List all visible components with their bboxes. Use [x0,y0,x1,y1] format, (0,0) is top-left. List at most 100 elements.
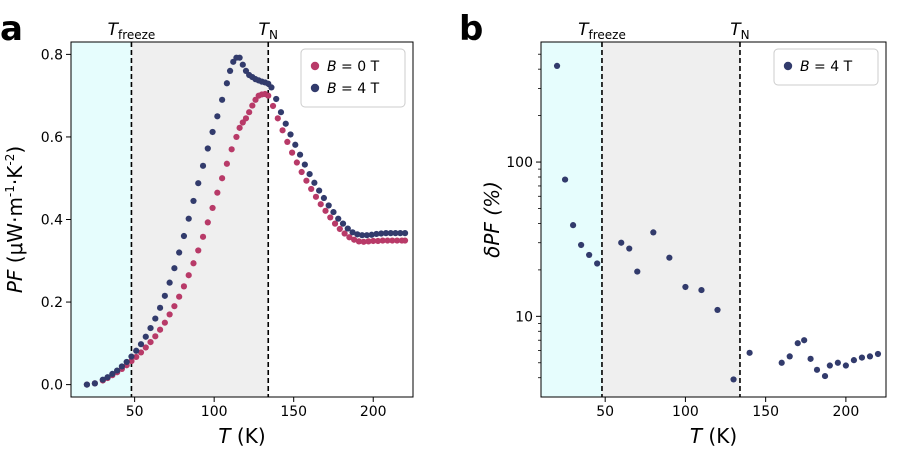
data-point-s0-29 [228,146,235,153]
data-point-s1-69 [397,230,404,237]
data-point-s1-33 [239,61,246,68]
x-axis-label-var: T [690,424,704,448]
data-point-s0-62 [370,237,377,245]
panel-letter-a: a [0,9,23,49]
data-point-s0-10 [137,349,145,356]
data-point-s0-15 [161,319,168,326]
data-point-s0-22 [821,372,829,380]
data-point-s0-54 [331,220,339,227]
x-axis-label: T (K) [218,424,265,448]
legend-label-1: B = 4 T [327,81,380,97]
data-point-s1-12 [147,324,154,332]
data-point-s1-58 [344,225,351,232]
legend-label-0: B = 0 T [327,59,380,75]
data-point-s0-59 [355,238,363,245]
data-point-s1-26 [214,113,221,120]
vline-label-main-0: T [578,20,590,40]
data-point-s0-12 [147,338,154,346]
vline-label-main-1: T [730,20,742,40]
data-point-s1-22 [195,180,202,187]
data-point-s1-25 [209,128,216,136]
y-tick-label-3: 0.6 [41,130,63,146]
data-point-s0-24 [204,219,211,226]
legend-label-0: B = 4 T [800,59,853,75]
data-point-s1-53 [320,194,328,202]
data-point-s1-16 [166,279,173,286]
legend-label-rest-0: = 0 T [337,59,380,75]
data-point-s0-14 [156,326,164,333]
data-point-s1-11 [142,333,149,340]
data-point-s1-55 [330,208,337,216]
data-point-s0-20 [185,272,192,279]
data-point-s0-48 [303,177,310,184]
data-point-s0-24 [834,359,841,366]
x-tick-label-0: 50 [596,404,614,420]
x-axis-label: T (K) [690,424,737,448]
data-point-s0-13 [152,333,159,340]
data-point-s1-18 [176,249,183,256]
data-point-s0-10 [666,254,673,261]
y-axis-label-exp2: -2 [3,154,17,166]
data-point-s1-42 [268,84,275,91]
vline-label-main-0: T [108,20,120,40]
data-point-s1-70 [401,230,409,237]
data-point-s0-46 [293,159,300,166]
legend-label-rest-1: = 4 T [337,81,380,97]
data-point-s0-63 [374,237,382,245]
data-point-s1-9 [133,347,140,354]
y-tick-label-2: 0.4 [41,213,63,229]
shaded-region-1 [601,42,740,397]
data-point-s0-47 [298,168,305,176]
data-point-s1-64 [373,230,380,238]
data-point-s1-23 [199,162,207,169]
x-axis-label-unit: (K) [237,424,266,448]
data-point-s1-54 [325,202,332,209]
data-point-s1-7 [123,358,130,366]
data-point-s0-67 [393,237,401,244]
y-tick-label-4: 0.8 [41,47,63,63]
data-point-s1-5 [114,367,121,374]
data-point-s1-2 [99,376,106,383]
data-point-s0-29 [874,350,882,358]
data-point-s1-4 [109,370,116,377]
vline-label-0: Tfreeze [578,20,626,42]
y-axis-label-end: ) [3,146,27,154]
data-point-s0-25 [209,204,216,212]
data-point-s0-17 [786,353,793,360]
data-point-s0-28 [223,160,230,167]
data-point-s1-59 [349,229,356,236]
vline-label-sub-1: N [741,28,750,42]
data-point-s0-6 [618,239,625,246]
legend-label-rest-0: = 4 T [810,59,853,75]
data-point-s0-16 [778,359,785,366]
x-tick-label-3: 200 [833,404,860,420]
x-tick-label-1: 100 [672,404,699,420]
data-point-s0-21 [190,260,197,267]
data-point-s1-57 [339,220,347,227]
data-point-s0-58 [351,236,358,243]
data-point-s0-21 [813,366,821,373]
data-point-s1-63 [368,231,375,238]
y-axis-label-unit-base: (μW·m [3,197,27,263]
x-tick-label-2: 150 [280,404,307,420]
data-point-s1-17 [171,265,178,272]
data-point-s0-15 [746,349,753,356]
data-point-s1-47 [292,141,299,148]
y-axis-label-var: δPF [480,222,504,258]
shaded-region-0 [541,42,602,397]
data-point-s0-19 [180,283,188,290]
data-point-s1-44 [277,109,285,116]
y-axis-label-exp1: -1 [3,185,17,197]
data-point-s0-34 [246,109,253,116]
data-point-s0-13 [714,306,721,314]
data-point-s0-5 [594,260,601,267]
data-point-s1-27 [219,96,226,103]
vline-label-sub-1: N [269,28,278,42]
data-point-s0-8 [128,357,135,365]
data-point-s1-56 [335,215,342,222]
data-point-s1-68 [392,230,399,237]
data-point-s1-32 [236,54,243,61]
data-point-s1-21 [190,197,197,205]
data-point-s0-53 [327,214,334,221]
